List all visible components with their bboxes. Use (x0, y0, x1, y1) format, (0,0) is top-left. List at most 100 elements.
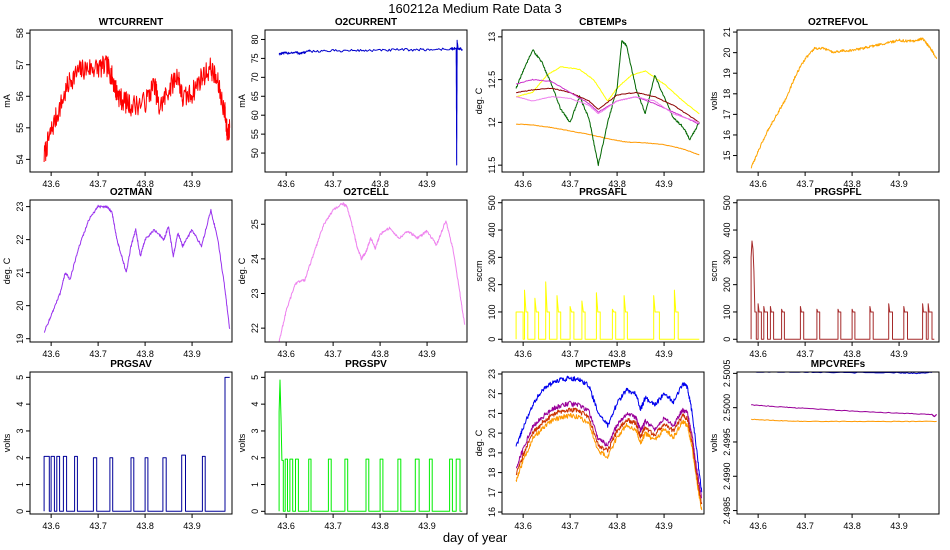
y-axis-label: sccm (474, 261, 484, 282)
x-tick-label: 43.7 (324, 179, 342, 189)
y-tick-label: 4 (15, 402, 25, 407)
y-tick-label: 65 (250, 91, 260, 101)
x-tick-label: 43.6 (749, 179, 767, 189)
x-tick-label: 43.6 (277, 521, 295, 531)
y-tick-label: 2.4995 (722, 428, 732, 456)
x-tick-label: 43.9 (418, 179, 436, 189)
y-tick-label: 18 (722, 89, 732, 99)
plot-frame (29, 29, 233, 173)
x-tick-label: 43.6 (514, 521, 532, 531)
y-tick-label: 500 (722, 195, 732, 210)
panel-o2current: O2CURRENT 43.6 43.7 43.8 43.9 50 55 60 65 70 75 80 m… (237, 17, 468, 189)
y-tick-label: 400 (722, 223, 732, 238)
x-tick-label: 43.7 (561, 349, 579, 359)
y-tick-label: 24 (250, 254, 260, 264)
plot-frame (264, 29, 468, 173)
y-tick-label: 5 (15, 375, 25, 380)
y-axis-label: mA (2, 94, 12, 108)
y-tick-label: 200 (722, 277, 732, 292)
plot-frame (29, 199, 233, 343)
panel-mpcvrefs: MPCVREFs 43.6 43.7 43.8 43.9 2.4985 2.4990 2.49… (709, 359, 940, 531)
x-tick-label: 43.9 (418, 349, 436, 359)
x-tick-label: 43.6 (277, 349, 295, 359)
y-axis-label: volts (237, 433, 247, 452)
y-tick-label: 20 (15, 301, 25, 311)
y-tick-label: 200 (487, 277, 497, 292)
y-tick-label: 0 (487, 337, 497, 342)
series-line (515, 78, 700, 125)
x-tick-label: 43.9 (183, 349, 201, 359)
y-tick-label: 57 (15, 60, 25, 70)
plot-frame (736, 371, 940, 515)
y-axis-label: deg. C (237, 257, 247, 284)
x-tick-label: 43.8 (608, 179, 626, 189)
x-tick-label: 43.8 (843, 521, 861, 531)
y-tick-label: 2.4985 (722, 497, 732, 525)
y-tick-label: 60 (250, 110, 260, 120)
y-axis-label: deg. C (2, 257, 12, 284)
x-tick-label: 43.8 (371, 349, 389, 359)
y-tick-label: 300 (722, 250, 732, 265)
x-tick-label: 43.8 (843, 349, 861, 359)
y-tick-label: 13 (487, 32, 497, 42)
y-tick-label: 21 (15, 268, 25, 278)
series-group (750, 37, 938, 169)
panel-title: O2TMAN (110, 187, 152, 198)
series-line (515, 400, 703, 499)
x-tick-label: 43.8 (136, 349, 154, 359)
series-line (750, 37, 938, 169)
y-tick-label: 21 (487, 408, 497, 418)
panel-title: CBTEMPs (579, 17, 627, 28)
panel-title: O2TREFVOL (808, 17, 868, 28)
series-line (515, 407, 703, 505)
y-tick-label: 22 (487, 389, 497, 399)
series-line (515, 96, 700, 123)
series-line (515, 40, 700, 167)
y-axis-label: deg. C (474, 429, 484, 456)
y-tick-label: 25 (250, 219, 260, 229)
plot-frame (264, 199, 468, 343)
y-tick-label: 300 (487, 250, 497, 265)
panel-wtcurrent: WTCURRENT 43.6 43.7 43.8 43.9 54 55 56 57 58 mA (2, 17, 233, 189)
series-group (515, 281, 700, 340)
x-tick-label: 43.8 (843, 179, 861, 189)
y-tick-label: 21 (722, 27, 732, 37)
series-group (750, 240, 935, 340)
y-tick-label: 0 (722, 337, 732, 342)
series-line (751, 404, 938, 418)
panel-cbtemps: CBTEMPs 43.6 43.7 43.8 43.9 11.5 12 12.5 13 deg. … (474, 17, 705, 189)
x-tick-label: 43.8 (608, 521, 626, 531)
y-tick-label: 23 (250, 289, 260, 299)
x-tick-label: 43.8 (136, 179, 154, 189)
panel-mpctemps: MPCTEMPs 43.6 43.7 43.8 43.9 16 17 18 19 20 21 22 23… (474, 359, 705, 531)
x-tick-label: 43.7 (796, 349, 814, 359)
series-group (515, 40, 700, 167)
x-tick-label: 43.6 (42, 349, 60, 359)
x-tick-label: 43.6 (514, 349, 532, 359)
x-tick-label: 43.8 (608, 349, 626, 359)
plot-frame (736, 29, 940, 173)
y-tick-label: 2.4990 (722, 463, 732, 491)
y-tick-label: 100 (722, 304, 732, 319)
series-line (750, 418, 937, 423)
panel-title: PRGSAV (110, 359, 152, 370)
y-tick-label: 16 (722, 130, 732, 140)
y-tick-label: 12 (487, 117, 497, 127)
series-group (278, 202, 466, 342)
y-tick-label: 2 (15, 455, 25, 460)
y-tick-label: 22 (250, 323, 260, 333)
x-tick-label: 43.6 (42, 521, 60, 531)
y-tick-label: 22 (15, 235, 25, 245)
plot-frame (264, 371, 468, 515)
panel-title: MPCTEMPs (575, 359, 631, 370)
series-line (750, 240, 935, 340)
y-tick-label: 12.5 (487, 71, 497, 89)
series-group (515, 375, 703, 511)
x-tick-label: 43.6 (749, 521, 767, 531)
y-tick-label: 19 (722, 68, 732, 78)
series-line (515, 375, 703, 493)
y-tick-label: 55 (250, 129, 260, 139)
y-tick-label: 20 (487, 428, 497, 438)
x-tick-label: 43.9 (183, 179, 201, 189)
x-tick-label: 43.8 (136, 521, 154, 531)
